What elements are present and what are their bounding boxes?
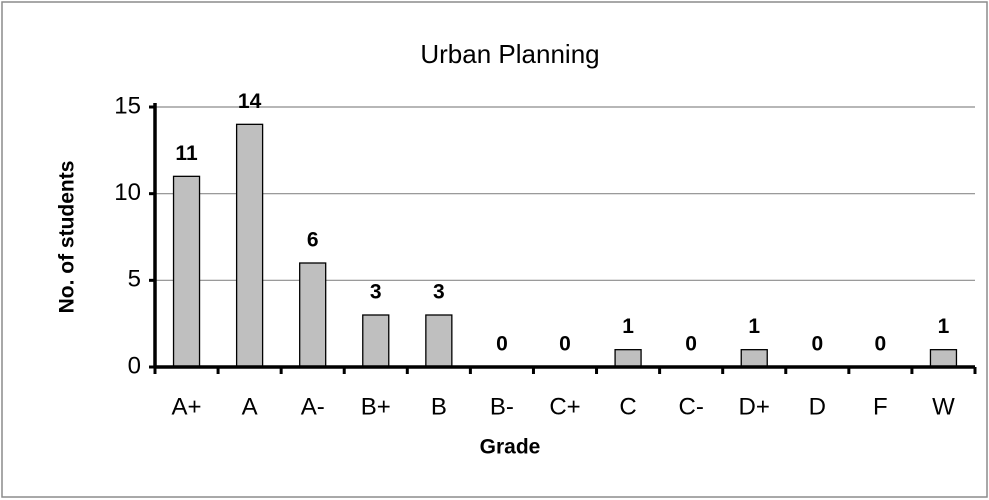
data-label: 1 xyxy=(748,315,760,338)
data-label: 3 xyxy=(433,281,445,304)
chart-title: Urban Planning xyxy=(420,39,599,69)
bar xyxy=(929,349,958,368)
data-label: 3 xyxy=(370,281,382,304)
bar xyxy=(172,175,201,368)
bar xyxy=(425,314,453,368)
x-tick-label: B- xyxy=(490,393,514,420)
data-label: 0 xyxy=(811,333,823,356)
y-axis-label: No. of students xyxy=(56,161,79,314)
y-tick-label: 10 xyxy=(114,179,141,206)
bar xyxy=(740,349,768,368)
x-tick-label: B xyxy=(431,393,447,420)
x-tick-label: C- xyxy=(678,393,703,420)
y-tick-label: 5 xyxy=(128,266,141,293)
bar xyxy=(299,262,327,368)
data-label: 0 xyxy=(685,333,697,356)
x-tick-label: W xyxy=(932,393,955,420)
x-tick-label: A xyxy=(242,393,258,420)
data-label: 11 xyxy=(175,142,198,165)
data-label: 14 xyxy=(238,90,262,113)
bar xyxy=(235,123,264,368)
x-tick-label: D xyxy=(809,393,826,420)
x-tick-label: C xyxy=(619,393,636,420)
x-axis-label: Grade xyxy=(480,436,541,459)
x-tick-label: C+ xyxy=(549,393,580,420)
y-tick-label: 0 xyxy=(128,352,141,379)
bar xyxy=(362,314,390,368)
data-label: 0 xyxy=(875,333,887,356)
y-tick-label: 15 xyxy=(114,92,141,119)
x-tick-label: B+ xyxy=(361,393,391,420)
data-label: 1 xyxy=(622,315,634,338)
x-tick-label: F xyxy=(873,393,888,420)
x-tick-label: D+ xyxy=(739,393,770,420)
bar xyxy=(614,349,642,368)
data-label: 0 xyxy=(496,333,508,356)
x-tick-label: A+ xyxy=(172,393,202,420)
data-label: 6 xyxy=(307,229,319,252)
data-label: 1 xyxy=(938,315,950,338)
x-tick-label: A- xyxy=(301,393,325,420)
data-label: 0 xyxy=(559,333,571,356)
